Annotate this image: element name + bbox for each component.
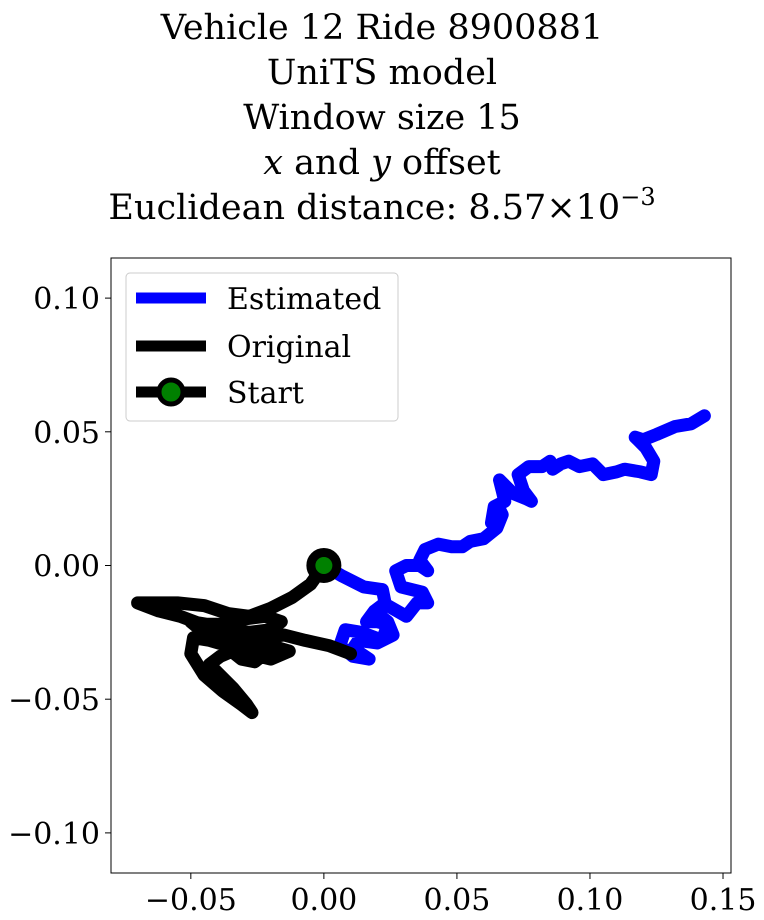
x-tick-label: −0.05 xyxy=(145,883,237,918)
y-tick-label: 0.00 xyxy=(33,550,100,585)
title-line-5: Euclidean distance: 8.57×10−3 xyxy=(0,183,764,231)
y-tick-label: 0.10 xyxy=(33,282,100,317)
title-line-4: x and y offset xyxy=(0,141,764,186)
title-times-sign: × xyxy=(546,188,576,228)
title-distance-prefix: Euclidean distance: 8.57 xyxy=(108,188,547,228)
legend-start-label: Start xyxy=(227,376,304,411)
legend-start-marker xyxy=(156,377,186,407)
x-tick-label: 0.10 xyxy=(557,883,624,918)
x-tick-label: 0.05 xyxy=(424,883,491,918)
y-tick-label: −0.10 xyxy=(8,817,100,852)
title-connector: and xyxy=(294,143,360,183)
title-x-var: x xyxy=(263,143,284,183)
start-point-marker xyxy=(306,548,342,583)
x-tick-label: 0.15 xyxy=(690,883,757,918)
y-tick-label: 0.05 xyxy=(33,416,100,451)
title-distance-exponent: −3 xyxy=(620,183,656,211)
title-distance-base: 10 xyxy=(575,188,621,228)
y-tick-label: −0.05 xyxy=(8,683,100,718)
title-line-3: Window size 15 xyxy=(243,98,521,138)
legend-original-label: Original xyxy=(227,330,351,365)
ticks-layer: −0.05 0.00 0.05 0.10 0.15 −0.10 −0.05 0.00 0.05 0… xyxy=(8,282,756,918)
x-tick-label: 0.00 xyxy=(290,883,357,918)
title-offset-word: offset xyxy=(402,143,501,183)
legend: Estimated Original Start xyxy=(125,272,399,422)
title-line-2: UniTS model xyxy=(266,53,498,93)
title-y-var: y xyxy=(371,143,391,183)
chart-title: Vehicle 12 Ride 8900881 UniTS model Wind… xyxy=(0,6,764,231)
series-layer xyxy=(131,409,711,720)
series-original-line xyxy=(131,559,357,720)
legend-frame xyxy=(125,272,399,422)
series-estimated-line xyxy=(317,409,711,666)
legend-estimated-label: Estimated xyxy=(227,282,381,317)
title-line-1: Vehicle 12 Ride 8900881 xyxy=(160,8,604,48)
